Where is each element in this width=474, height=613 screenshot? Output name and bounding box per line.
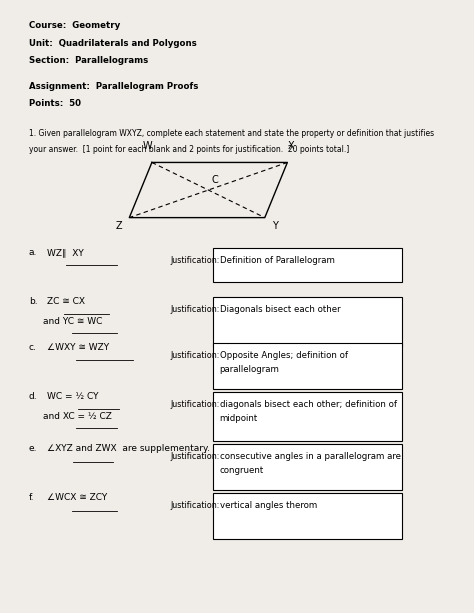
FancyBboxPatch shape (213, 343, 402, 389)
Text: 1. Given parallelogram WXYZ, complete each statement and state the property or d: 1. Given parallelogram WXYZ, complete ea… (29, 129, 434, 138)
Text: your answer.  [1 point for each blank and 2 points for justification.  20 points: your answer. [1 point for each blank and… (29, 145, 349, 154)
Text: WZ∥  XY: WZ∥ XY (47, 248, 84, 257)
Text: Justification:: Justification: (170, 400, 220, 409)
Text: Justification:: Justification: (170, 452, 220, 461)
Text: vertical angles therom: vertical angles therom (219, 501, 317, 510)
Text: Z: Z (116, 221, 122, 230)
Text: ∠WCX ≅ ZCY: ∠WCX ≅ ZCY (47, 493, 108, 503)
FancyBboxPatch shape (213, 248, 402, 282)
Text: Justification:: Justification: (170, 351, 220, 360)
Text: and YC ≅ WC: and YC ≅ WC (43, 317, 102, 326)
Text: Course:  Geometry: Course: Geometry (29, 21, 120, 31)
FancyBboxPatch shape (213, 444, 402, 490)
FancyBboxPatch shape (213, 392, 402, 441)
Text: W: W (143, 142, 153, 151)
Text: Justification:: Justification: (170, 501, 220, 510)
FancyBboxPatch shape (213, 297, 402, 346)
Text: Section:  Parallelograms: Section: Parallelograms (29, 56, 148, 65)
FancyBboxPatch shape (213, 493, 402, 539)
Text: Opposite Angles; definition of: Opposite Angles; definition of (219, 351, 347, 360)
Text: consecutive angles in a parallelogram are: consecutive angles in a parallelogram ar… (219, 452, 401, 461)
Text: diagonals bisect each other; definition of: diagonals bisect each other; definition … (219, 400, 397, 409)
Text: Justification:: Justification: (170, 305, 220, 314)
Text: f.: f. (29, 493, 34, 503)
Text: X: X (288, 142, 295, 151)
Text: b.: b. (29, 297, 37, 306)
Text: d.: d. (29, 392, 37, 402)
Text: c.: c. (29, 343, 36, 352)
Text: WC = ½ CY: WC = ½ CY (47, 392, 99, 402)
Text: ∠WXY ≅ WZY: ∠WXY ≅ WZY (47, 343, 109, 352)
Text: Definition of Parallelogram: Definition of Parallelogram (219, 256, 335, 265)
Text: Points:  50: Points: 50 (29, 99, 81, 109)
Text: Diagonals bisect each other: Diagonals bisect each other (219, 305, 340, 314)
Text: Y: Y (272, 221, 278, 230)
Text: ∠XYZ and ZWX  are supplementary.: ∠XYZ and ZWX are supplementary. (47, 444, 210, 454)
Text: Justification:: Justification: (170, 256, 220, 265)
Text: parallelogram: parallelogram (219, 365, 280, 375)
Text: e.: e. (29, 444, 37, 454)
Text: C: C (211, 175, 218, 185)
Text: ZC ≅ CX: ZC ≅ CX (47, 297, 85, 306)
Text: Assignment:  Parallelogram Proofs: Assignment: Parallelogram Proofs (29, 82, 198, 91)
Text: a.: a. (29, 248, 37, 257)
Text: Unit:  Quadrilaterals and Polygons: Unit: Quadrilaterals and Polygons (29, 39, 197, 48)
Text: midpoint: midpoint (219, 414, 258, 424)
Text: congruent: congruent (219, 466, 264, 476)
Text: and XC = ½ CZ: and XC = ½ CZ (43, 412, 112, 421)
